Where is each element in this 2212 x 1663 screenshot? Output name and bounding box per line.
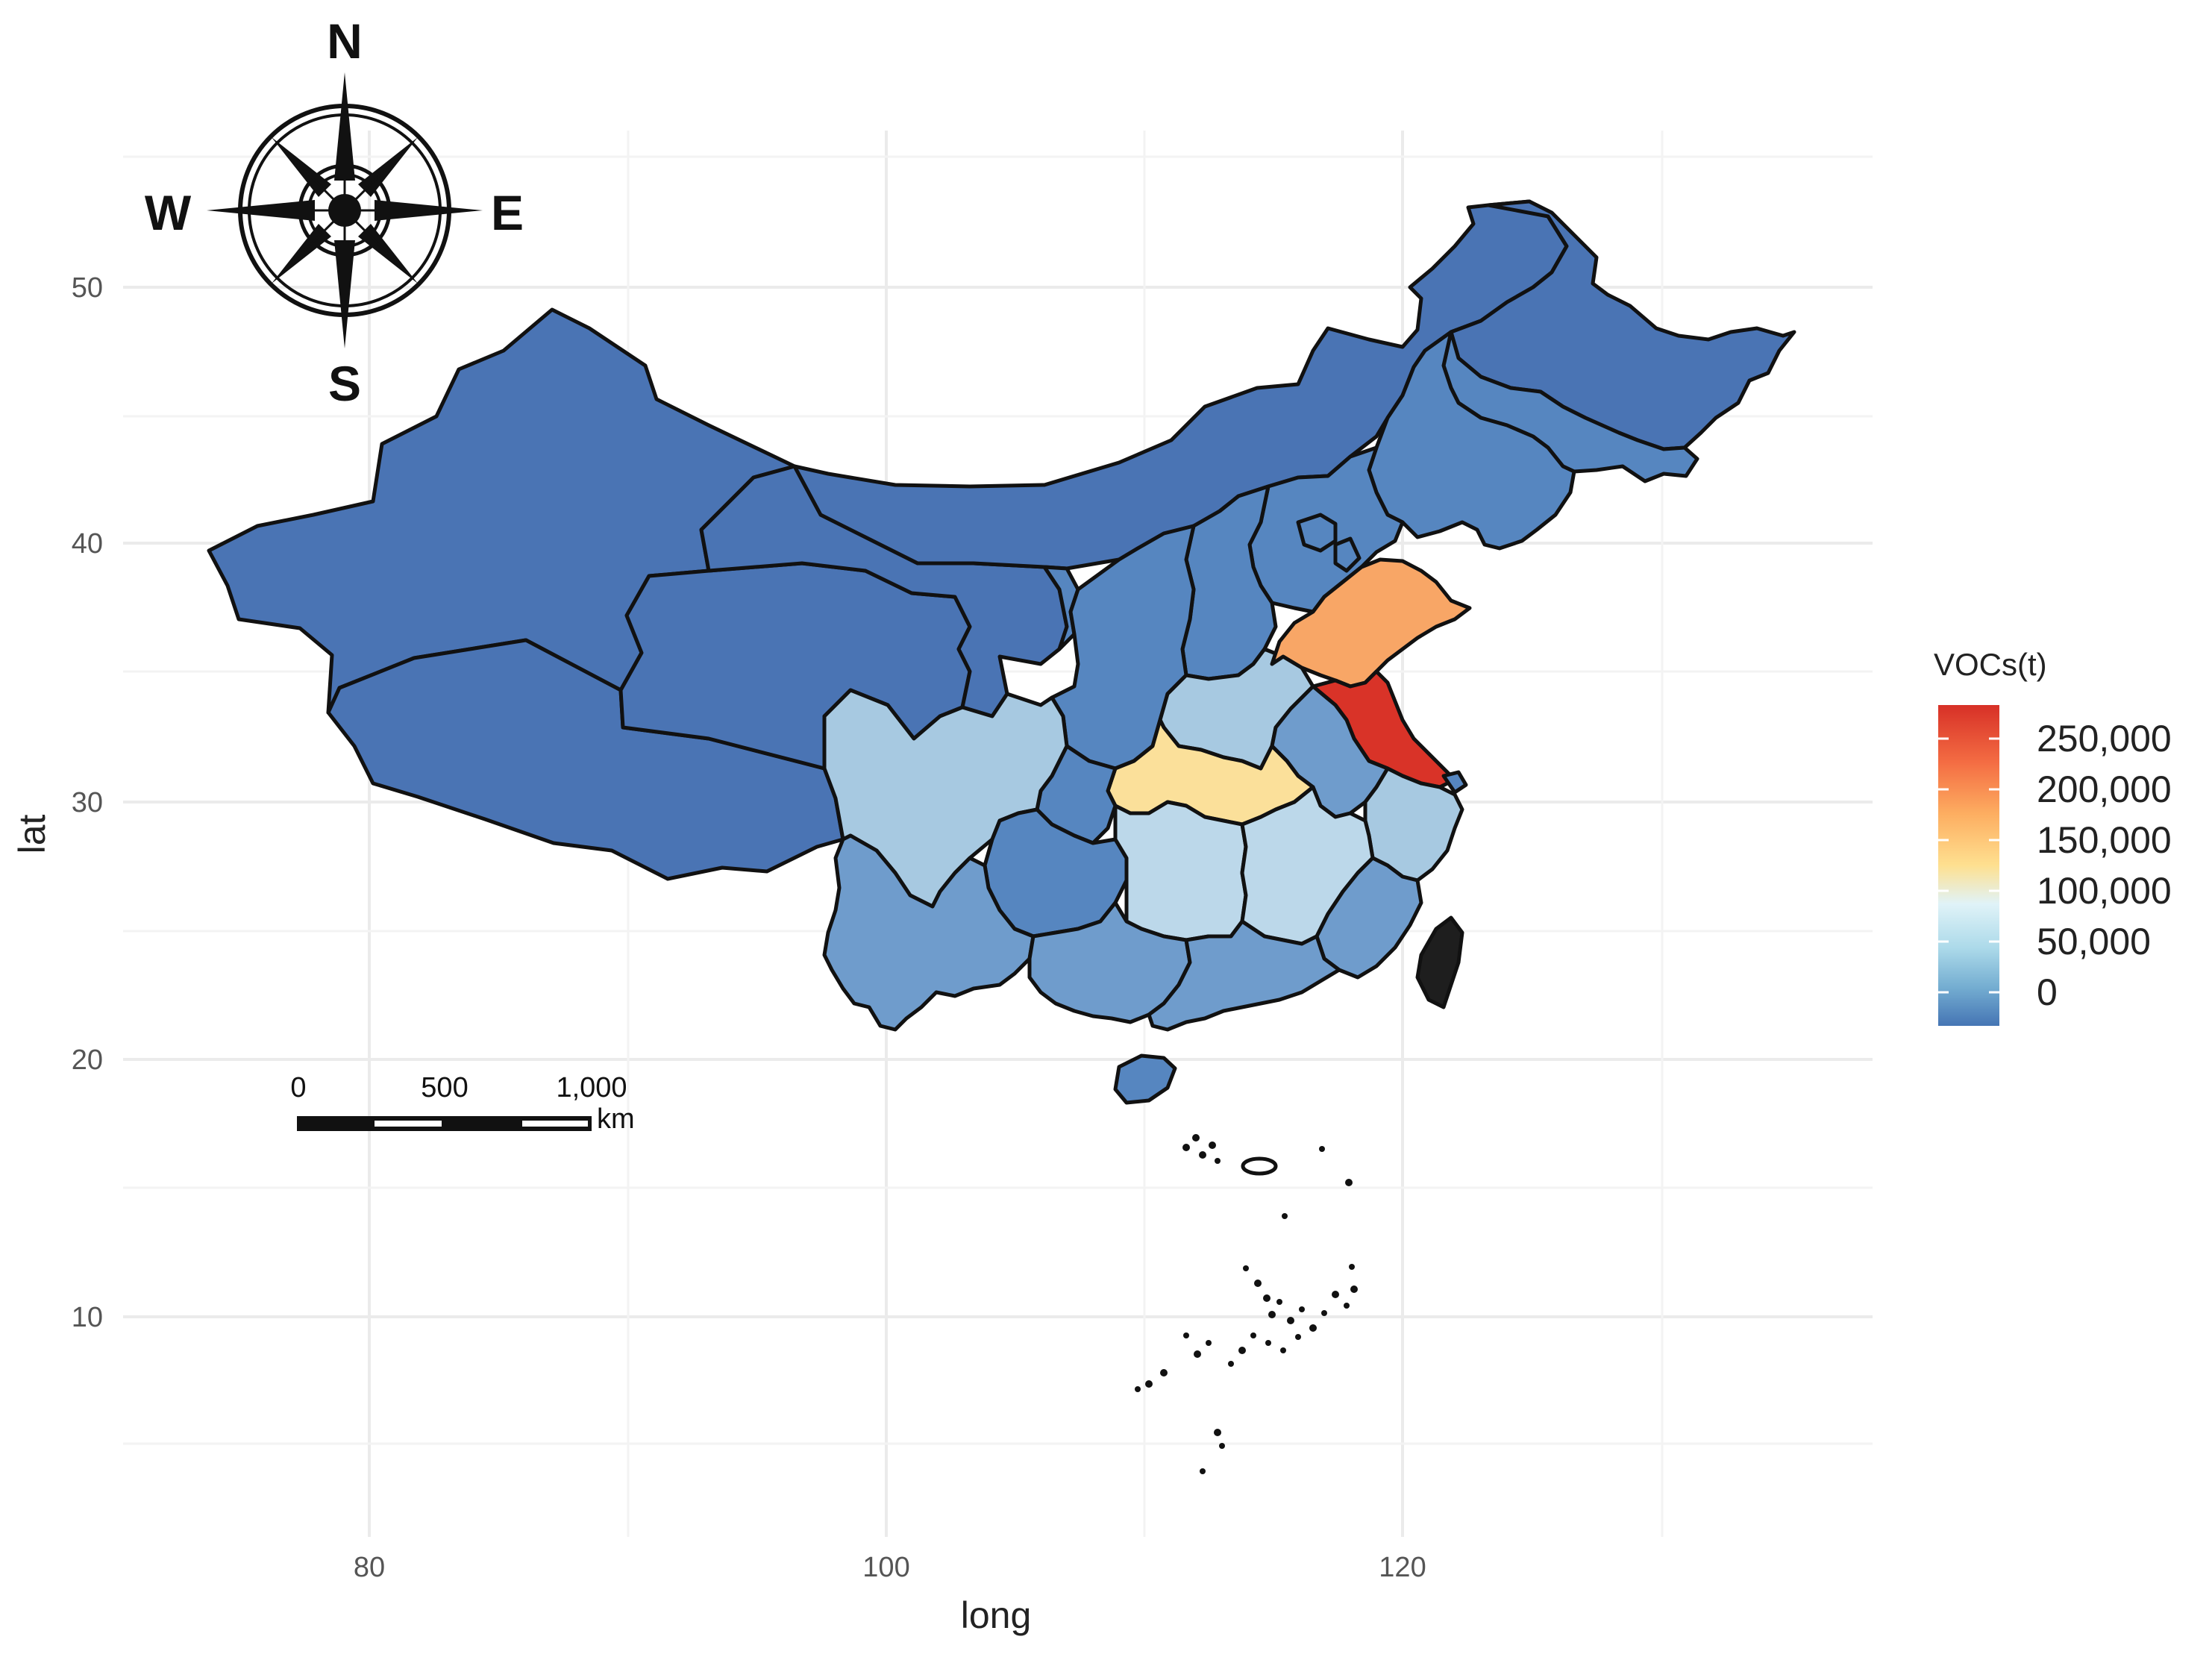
y-tick-30: 30 (72, 787, 103, 818)
legend-label-50000: 50,000 (2037, 921, 2151, 962)
scale-label-0: 0 (290, 1072, 306, 1103)
legend-label-250000: 250,000 (2037, 718, 2172, 760)
legend-label-150000: 150,000 (2037, 819, 2172, 861)
y-tick-40: 40 (72, 528, 103, 560)
region-yunnan[interactable] (822, 833, 1035, 1032)
region-taiwan[interactable] (1415, 915, 1464, 1009)
y-tick-10: 10 (72, 1302, 103, 1333)
region-beijing[interactable] (1296, 513, 1338, 553)
legend-label-200000: 200,000 (2037, 768, 2172, 810)
region-tibet[interactable] (326, 638, 845, 881)
y-tick-20: 20 (72, 1045, 103, 1076)
x-tick-120: 120 (1379, 1552, 1426, 1583)
region-fujian[interactable] (1315, 856, 1423, 980)
x-tick-100: 100 (862, 1552, 909, 1583)
region-hunan[interactable] (1113, 800, 1248, 942)
scale-bar: 0 500 1,000 km (290, 1072, 634, 1135)
y-axis-title: lat (11, 814, 53, 854)
scale-label-500: 500 (421, 1072, 468, 1103)
legend-label-0: 0 (2037, 971, 2058, 1013)
x-tick-80: 80 (354, 1552, 385, 1583)
compass-west: W (145, 185, 192, 240)
legend-title: VOCs(t) (1934, 647, 2047, 682)
region-hainan[interactable] (1113, 1053, 1177, 1105)
compass-east: E (491, 185, 524, 240)
scale-unit: km (597, 1103, 635, 1135)
compass-rose (207, 72, 483, 348)
legend-label-100000: 100,000 (2037, 870, 2172, 912)
x-axis-title: long (961, 1594, 1032, 1636)
legend: VOCs(t) 250,000 200,000 150,000 100,000 … (1934, 647, 2172, 1026)
south-china-sea-islands (1135, 1134, 1358, 1474)
legend-colorbar (1938, 705, 1999, 1026)
scale-label-1000: 1,000 (556, 1072, 627, 1103)
y-tick-50: 50 (72, 272, 103, 304)
region-tianjin[interactable] (1333, 536, 1362, 573)
compass-south: S (328, 356, 361, 411)
region-heilongjiang[interactable] (1449, 199, 1796, 451)
china-provinces (207, 199, 1796, 1105)
region-guangdong[interactable] (1147, 919, 1341, 1032)
region-shanghai[interactable] (1441, 770, 1468, 795)
compass-north: N (327, 13, 363, 69)
